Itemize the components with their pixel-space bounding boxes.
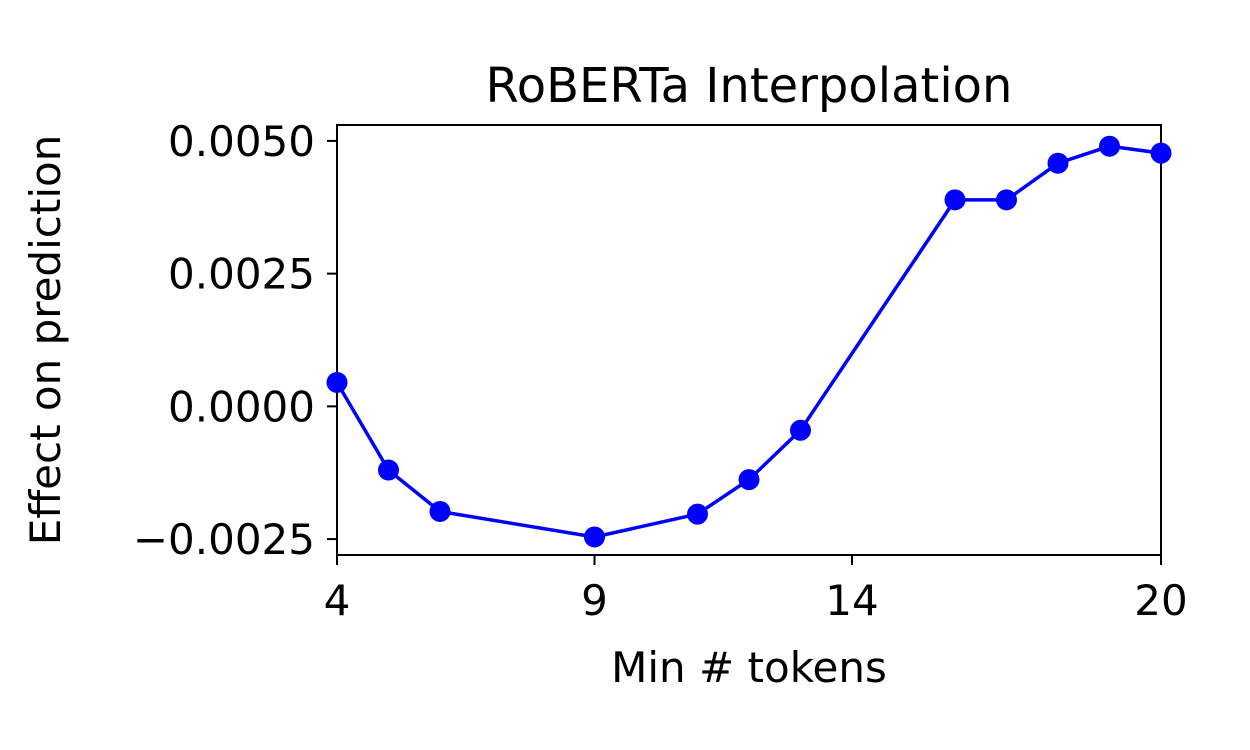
data-point <box>584 526 605 548</box>
data-point <box>378 459 399 481</box>
data-point <box>790 419 811 441</box>
data-point <box>738 469 760 491</box>
x-axis-ticks: 4 9 14 20 <box>324 555 1188 625</box>
data-point <box>996 189 1017 211</box>
x-axis-label: Min # tokens <box>611 643 887 692</box>
y-axis-label: Effect on prediction <box>21 135 70 546</box>
data-point <box>1047 152 1069 174</box>
plot-frame <box>336 124 1162 556</box>
y-tick-label: 0.0000 <box>168 382 315 431</box>
series-layer <box>326 135 1172 548</box>
data-point <box>1150 142 1172 164</box>
y-tick-label: 0.0050 <box>168 117 315 166</box>
y-tick-label: 0.0025 <box>168 250 315 299</box>
x-tick-label: 20 <box>1134 576 1187 625</box>
data-point <box>326 371 348 393</box>
data-point <box>687 503 708 525</box>
data-point <box>944 189 966 211</box>
plot-area <box>336 124 1162 556</box>
data-point <box>429 500 451 522</box>
x-tick-label: 14 <box>825 576 878 625</box>
data-point <box>1099 135 1120 157</box>
y-axis-ticks: −0.0025 0.0000 0.0025 0.0050 <box>133 117 337 564</box>
chart-title: RoBERTa Interpolation <box>486 58 1013 114</box>
x-tick-label: 4 <box>324 576 351 625</box>
x-tick-label: 9 <box>581 576 608 625</box>
y-tick-label: −0.0025 <box>133 515 315 564</box>
